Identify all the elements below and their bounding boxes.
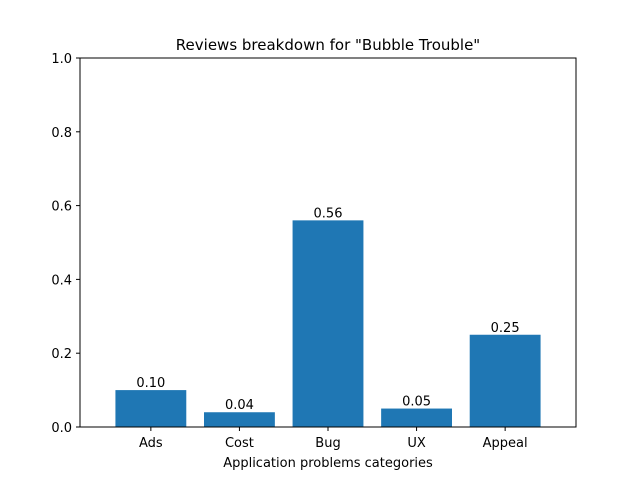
data-label-bug: 0.56 xyxy=(314,206,343,221)
x-tick-label-ux: UX xyxy=(407,436,426,451)
chart-title: Reviews breakdown for "Bubble Trouble" xyxy=(176,36,480,54)
y-tick-label: 1.0 xyxy=(51,52,72,67)
x-tick-label-bug: Bug xyxy=(315,436,340,451)
bar-appeal xyxy=(469,334,541,427)
data-label-appeal: 0.25 xyxy=(491,321,520,336)
data-labels-layer: 0.10 0.04 0.56 0.05 0.25 xyxy=(136,206,519,413)
x-tick-label-appeal: Appeal xyxy=(483,436,528,451)
y-tick-label: 0.2 xyxy=(51,347,72,362)
y-tick-label: 0.0 xyxy=(51,421,72,436)
y-axis: 0.0 0.2 0.4 0.6 0.8 1.0 xyxy=(51,52,80,436)
y-tick-label: 0.6 xyxy=(51,200,72,215)
x-axis: Ads Cost Bug UX Appeal xyxy=(139,427,528,451)
x-axis-label: Application problems categories xyxy=(223,456,433,471)
bar-bug xyxy=(292,220,364,427)
bars-layer xyxy=(115,220,541,427)
y-tick-label: 0.4 xyxy=(51,273,72,288)
data-label-ads: 0.10 xyxy=(136,376,165,391)
bar-ux xyxy=(381,408,452,427)
bar-cost xyxy=(204,412,275,427)
y-tick-label: 0.8 xyxy=(51,126,72,141)
data-label-cost: 0.04 xyxy=(225,398,254,413)
x-tick-label-ads: Ads xyxy=(139,436,163,451)
bar-ads xyxy=(115,390,187,427)
x-tick-label-cost: Cost xyxy=(225,436,254,451)
data-label-ux: 0.05 xyxy=(402,395,431,410)
